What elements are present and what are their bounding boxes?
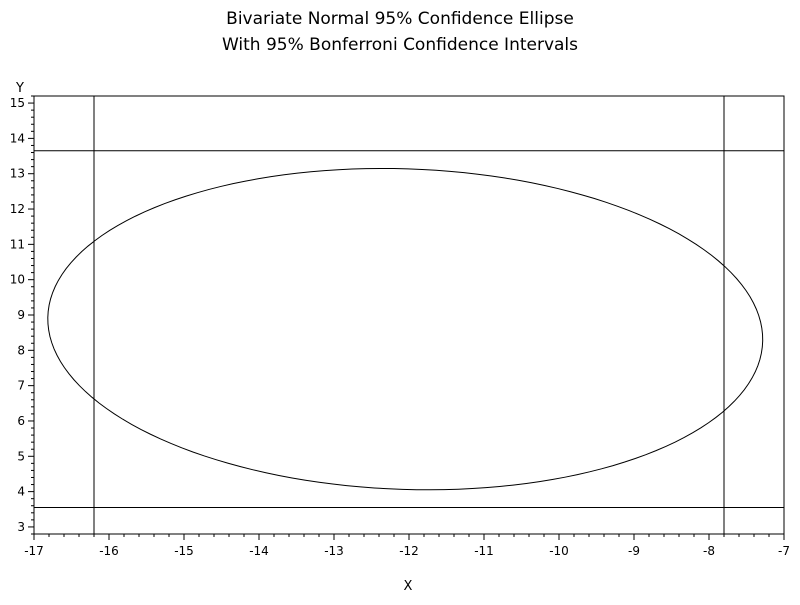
x-tick-label: -17 — [24, 544, 44, 558]
x-tick-label: -16 — [99, 544, 119, 558]
y-tick-label: 9 — [17, 308, 25, 322]
y-axis-label: Y — [15, 81, 24, 96]
y-tick-label: 10 — [10, 273, 25, 287]
y-tick-label: 6 — [17, 414, 25, 428]
y-tick-label: 8 — [17, 343, 25, 357]
y-tick-label: 12 — [10, 202, 25, 216]
x-tick-label: -15 — [174, 544, 194, 558]
x-tick-label: -12 — [399, 544, 419, 558]
x-tick-label: -11 — [474, 544, 494, 558]
y-tick-label: 7 — [17, 379, 25, 393]
y-tick-label: 3 — [17, 520, 25, 534]
chart-title-line-1: Bivariate Normal 95% Confidence Ellipse — [226, 9, 574, 29]
bonferroni-interval-lines — [34, 96, 784, 534]
x-tick-label: -10 — [549, 544, 569, 558]
y-tick-label: 11 — [10, 237, 25, 251]
y-tick-label: 14 — [10, 131, 25, 145]
plot-frame — [33, 95, 785, 535]
y-tick-label: 4 — [17, 485, 25, 499]
chart-title-line-2: With 95% Bonferroni Confidence Intervals — [222, 35, 578, 55]
y-tick-label: 15 — [10, 96, 25, 110]
x-tick-label: -13 — [324, 544, 344, 558]
x-tick-label: -9 — [628, 544, 640, 558]
x-axis-label: X — [404, 579, 413, 594]
confidence-ellipse — [47, 167, 764, 491]
y-tick-label: 13 — [10, 167, 25, 181]
x-tick-label: -7 — [778, 544, 790, 558]
axis-ticks: -17 -16 -15 -14 -13 -12 -11 -10 -9 -8 -7 3 4 5 6 7 8 9 10 1… — [10, 95, 790, 558]
y-tick-label: 5 — [17, 449, 25, 463]
x-tick-label: -8 — [703, 544, 715, 558]
x-tick-label: -14 — [249, 544, 269, 558]
